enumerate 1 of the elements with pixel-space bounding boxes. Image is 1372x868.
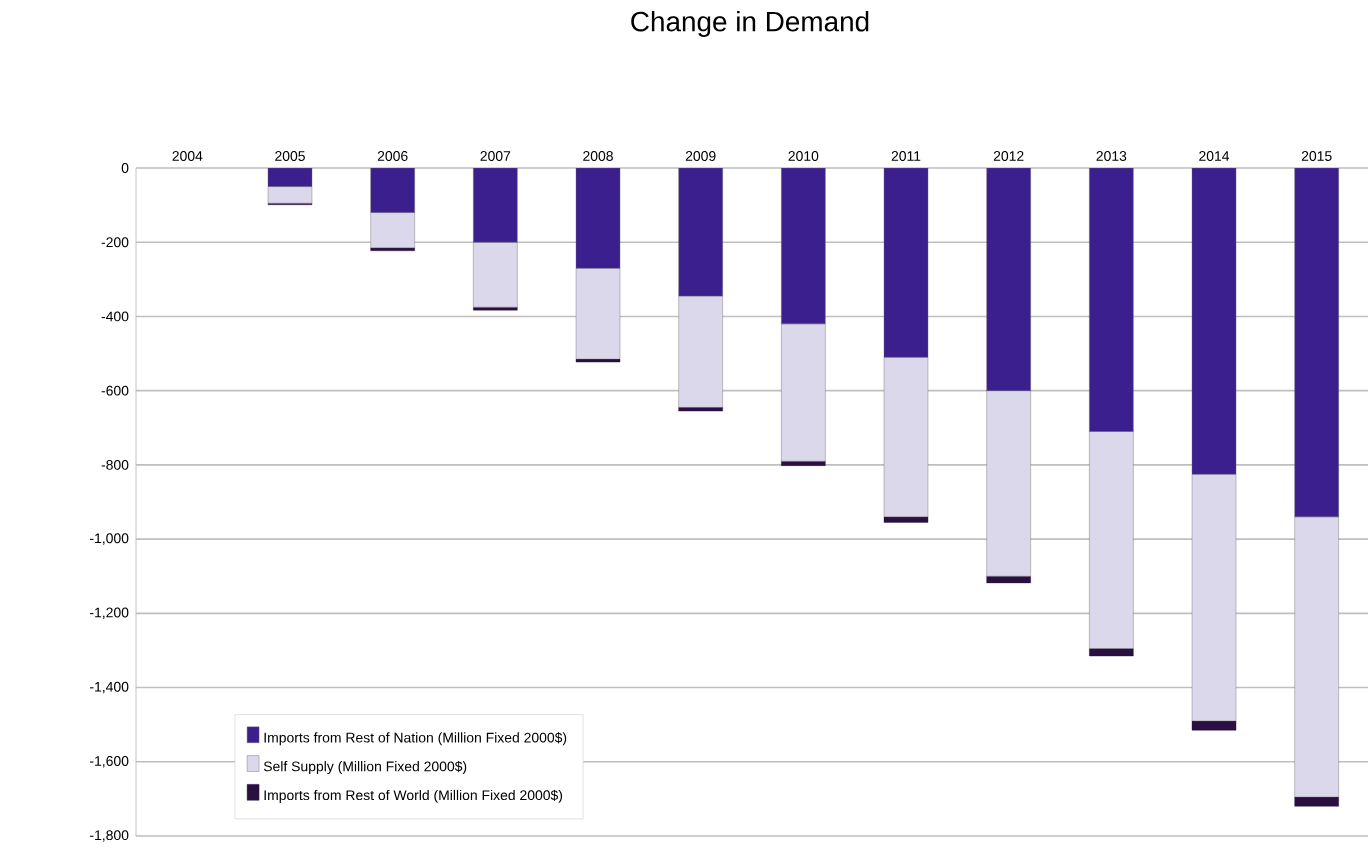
chart-title: Change in Demand — [631, 11, 869, 38]
